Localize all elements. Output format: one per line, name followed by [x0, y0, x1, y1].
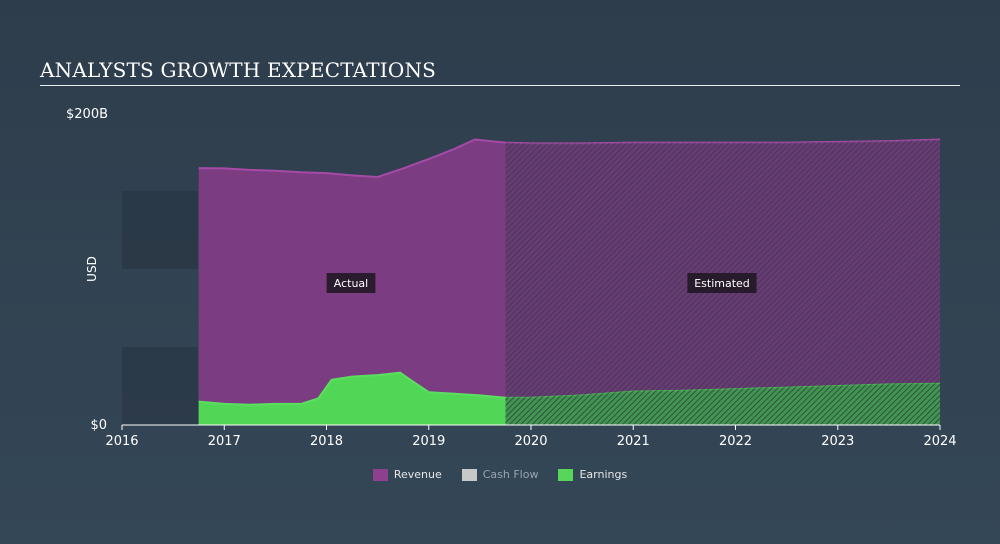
x-tick-label: 2022: [719, 434, 752, 449]
legend-item-revenue[interactable]: Revenue: [372, 468, 442, 481]
estimated-label: Estimated: [687, 273, 757, 293]
earnings-estimated-hatch: [505, 383, 940, 425]
actual-label-text: Actual: [334, 277, 368, 290]
legend-swatch-cash-flow: [461, 468, 477, 481]
x-tick-label: 2024: [923, 434, 956, 449]
x-tick-label: 2016: [105, 434, 138, 449]
x-tick-label: 2023: [821, 434, 854, 449]
y-tick-label-max: $200B: [66, 107, 108, 122]
actual-label: Actual: [326, 273, 376, 293]
y-tick-label-zero: $0: [90, 418, 107, 433]
x-tick-label: 2020: [514, 434, 547, 449]
legend-label-cash-flow: Cash Flow: [482, 468, 539, 481]
estimated-label-text: Estimated: [694, 277, 750, 290]
x-tick-label: 2021: [617, 434, 650, 449]
legend-item-cash-flow[interactable]: Cash Flow: [461, 468, 539, 481]
earnings-estimated-overlay: [505, 383, 940, 425]
chart-legend: Revenue Cash Flow Earnings: [0, 468, 1000, 481]
legend-item-earnings[interactable]: Earnings: [558, 468, 627, 481]
x-tick-label: 2019: [412, 434, 445, 449]
title-divider: [40, 85, 960, 86]
legend-swatch-earnings: [558, 468, 574, 481]
x-tick-label: 2018: [310, 434, 343, 449]
estimated-label-box: [687, 273, 757, 293]
background-band-upper: [122, 191, 198, 269]
x-tick-label: 2017: [208, 434, 241, 449]
actual-label-box: [326, 273, 376, 293]
legend-label-revenue: Revenue: [393, 468, 442, 481]
y-axis-title: USD: [85, 256, 99, 282]
legend-label-earnings: Earnings: [579, 468, 628, 481]
legend-swatch-revenue: [372, 468, 388, 481]
background-band-lower: [122, 347, 198, 425]
chart-title: ANALYSTS GROWTH EXPECTATIONS: [40, 58, 437, 82]
